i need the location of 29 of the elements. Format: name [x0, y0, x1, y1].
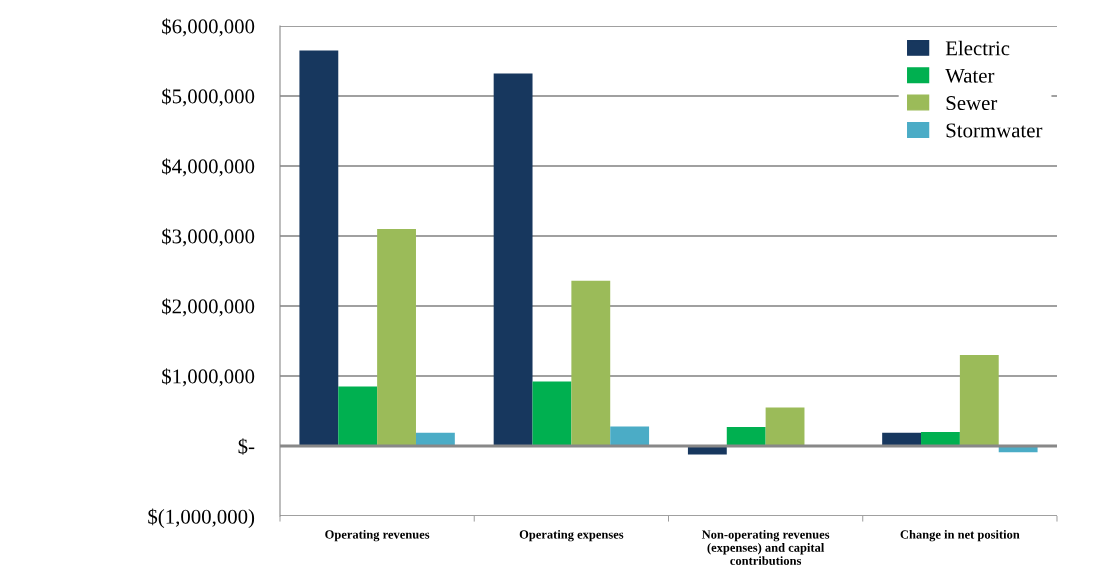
y-tick-label: $2,000,000	[162, 298, 255, 317]
y-tick-label: $-	[238, 438, 255, 455]
y-tick-label: $(1,000,000)	[148, 508, 255, 528]
y-tick-label: $4,000,000	[162, 158, 255, 177]
x-tick-label: Operating revenues	[325, 529, 430, 542]
x-tick-label: Non-operating revenues (expenses) and capital contributions	[701, 529, 830, 565]
legend-label: Sewer	[946, 96, 998, 111]
bar	[882, 432, 922, 446]
y-tick-label: $3,000,000	[162, 228, 255, 247]
bar	[532, 381, 572, 446]
bar	[571, 280, 611, 446]
bar	[415, 432, 455, 446]
bar	[765, 407, 805, 446]
bar	[493, 73, 533, 446]
legend-label: Water	[945, 68, 995, 83]
bar	[377, 229, 416, 446]
y-tick-label: $5,000,000	[162, 88, 255, 107]
bar	[959, 355, 999, 446]
x-tick-label: Operating expenses	[519, 529, 624, 542]
bar	[726, 427, 766, 446]
bar	[338, 386, 378, 446]
y-tick-label: $6,000,000	[162, 18, 255, 37]
x-tick-label: Change in net position	[900, 529, 1020, 542]
legend-label: Stormwater	[946, 123, 1043, 138]
bar	[610, 426, 650, 446]
bar	[921, 432, 960, 446]
legend-label: Electric	[945, 40, 1010, 56]
bar	[299, 50, 339, 446]
y-tick-label: $1,000,000	[162, 368, 255, 387]
